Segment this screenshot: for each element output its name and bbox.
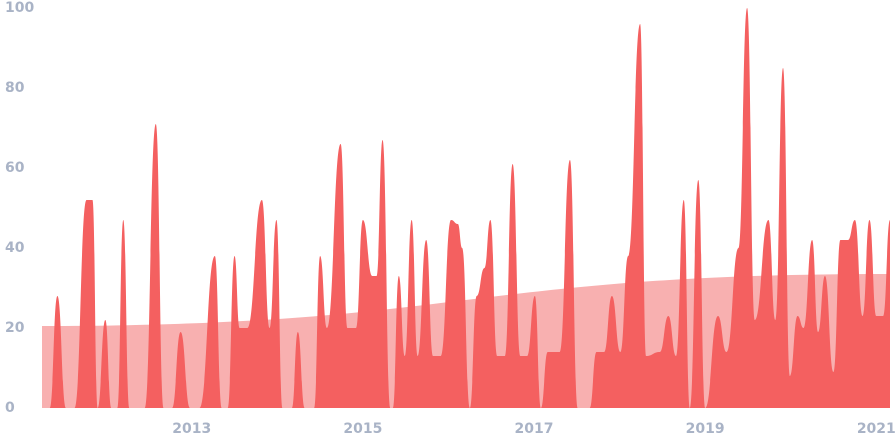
x-tick-label: 2013 xyxy=(172,421,211,437)
y-tick-label: 20 xyxy=(5,320,25,336)
y-tick-label: 80 xyxy=(5,80,25,96)
y-tick-label: 100 xyxy=(5,0,34,16)
x-tick-label: 2017 xyxy=(515,421,554,437)
x-tick-label: 2021 xyxy=(857,421,896,437)
x-tick-label: 2015 xyxy=(343,421,382,437)
y-tick-label: 0 xyxy=(5,400,15,416)
x-tick-label: 2019 xyxy=(686,421,725,437)
y-tick-label: 60 xyxy=(5,160,25,176)
area xyxy=(42,8,890,408)
y-tick-label: 40 xyxy=(5,240,25,256)
